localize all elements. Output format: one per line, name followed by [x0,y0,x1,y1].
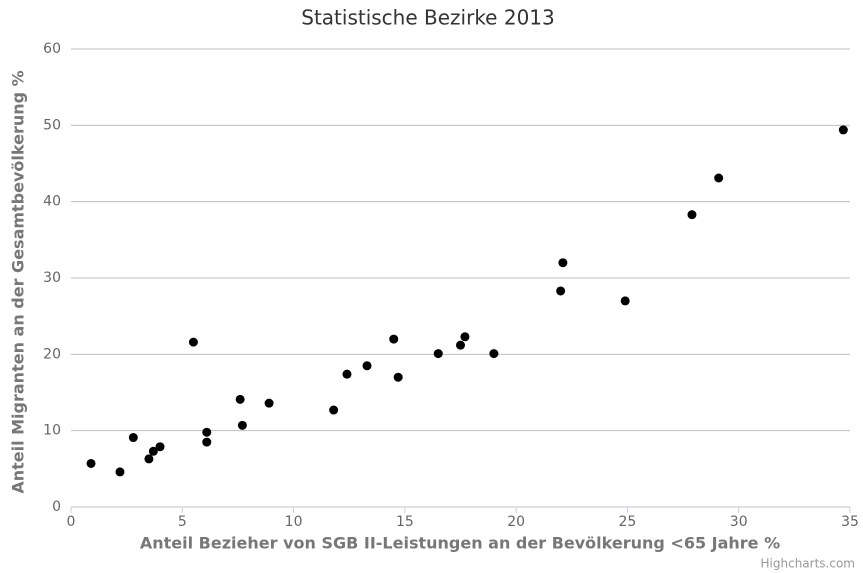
point [202,427,212,437]
y-tick-label: 10 [43,423,61,439]
credits: Highcharts.com [761,557,855,571]
point [838,125,848,135]
point [115,467,125,477]
point [329,405,339,415]
y-tick-label: 40 [43,194,61,210]
point [264,398,274,408]
chart-title: Statistische Bezirke 2013 [301,6,555,30]
x-tick-label: 35 [841,514,859,530]
point [188,337,198,347]
point [86,458,96,468]
point [687,210,697,220]
point [128,433,138,443]
y-tick-label: 20 [43,346,61,362]
point [489,349,499,359]
point [342,369,352,379]
point [144,454,154,464]
point [556,286,566,296]
x-axis-label: Anteil Bezieher von SGB II-Leistungen an… [140,534,780,553]
y-tick-label: 0 [52,499,61,515]
point [202,437,212,447]
point [456,340,465,350]
x-tick-label: 15 [396,514,414,530]
point [433,349,443,359]
point [237,420,247,430]
point [460,332,470,342]
y-tick-label: 30 [43,270,61,286]
x-tick-label: 30 [730,514,748,530]
x-tick-label: 5 [178,514,187,530]
x-tick-label: 20 [507,514,525,530]
y-axis-label: Anteil Migranten an der Gesamtbevölkerun… [9,70,28,493]
x-tick-label: 0 [67,514,76,530]
point [620,296,630,306]
point [393,372,403,382]
point [235,394,245,404]
x-tick-label: 10 [285,514,303,530]
point [148,446,158,456]
y-tick-label: 50 [43,117,61,133]
point [389,334,399,344]
y-tick-label: 60 [43,41,61,57]
point [558,258,568,268]
point [155,442,165,452]
point [362,361,372,371]
x-tick-label: 25 [619,514,637,530]
point [714,173,724,183]
